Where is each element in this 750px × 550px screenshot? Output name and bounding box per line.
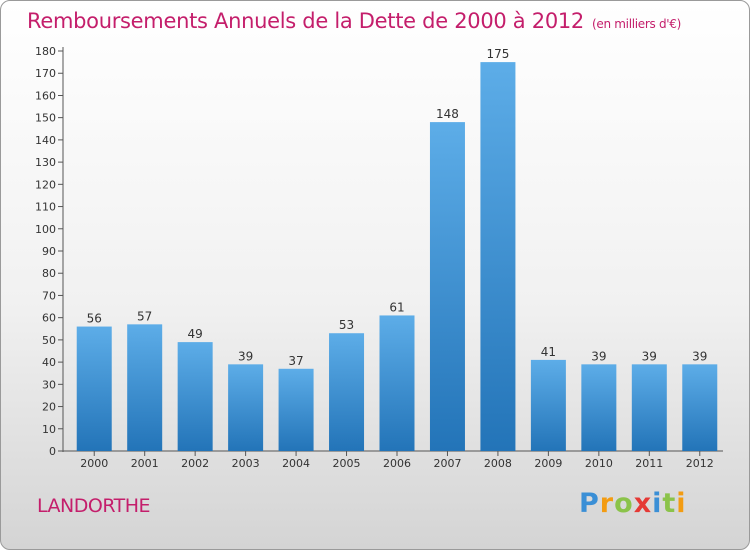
bars <box>76 62 718 451</box>
x-tick-label: 2007 <box>433 457 461 470</box>
axes: 0 10 20 30 40 50 60 70 80 90 100 110 120 130 140 150 160… <box>35 45 723 458</box>
y-tick-label: 60 <box>42 312 56 325</box>
chart-title: Remboursements Annuels de la Dette de 20… <box>27 9 681 33</box>
x-tick-label: 2009 <box>534 457 562 470</box>
x-tick-label: 2004 <box>282 457 310 470</box>
bar-2009 <box>530 359 566 451</box>
data-label: 61 <box>389 300 404 314</box>
y-tick-label: 40 <box>42 356 56 369</box>
logo-letter: x <box>633 488 653 519</box>
data-label: 49 <box>188 327 203 341</box>
bar-2005 <box>329 333 365 451</box>
bar-2004 <box>278 368 314 451</box>
bar-2006 <box>379 315 415 451</box>
logo-letter: i <box>676 488 687 519</box>
logo-letter: i <box>652 488 663 519</box>
x-tick-label: 2010 <box>585 457 613 470</box>
data-label: 37 <box>288 354 303 368</box>
y-tick-label: 80 <box>42 267 56 280</box>
y-tick-label: 170 <box>35 67 56 80</box>
data-label: 39 <box>692 349 707 363</box>
x-tick-label: 2003 <box>232 457 260 470</box>
data-label: 41 <box>541 345 556 359</box>
data-label: 39 <box>642 349 657 363</box>
bar-2011 <box>631 364 667 451</box>
bar-2012 <box>682 364 718 451</box>
y-tick-label: 0 <box>49 445 56 458</box>
x-tick-label: 2002 <box>181 457 209 470</box>
y-tick-label: 100 <box>35 223 56 236</box>
y-tick-label: 110 <box>35 201 56 214</box>
y-tick-label: 10 <box>42 423 56 436</box>
proxiti-logo: Proxiti <box>579 488 687 519</box>
data-label: 56 <box>87 312 102 326</box>
y-tick-label: 70 <box>42 289 56 302</box>
x-tick-label: 2012 <box>686 457 714 470</box>
y-tick-label: 50 <box>42 334 56 347</box>
logo-letter: P <box>579 488 600 519</box>
logo-letter: o <box>614 488 634 519</box>
data-label: 148 <box>436 107 459 121</box>
bar-2008 <box>480 62 516 451</box>
commune-name: LANDORTHE <box>37 495 151 517</box>
y-tick-label: 20 <box>42 401 56 414</box>
y-tick-label: 30 <box>42 378 56 391</box>
title-unit: (en milliers d'€) <box>592 17 682 31</box>
data-label: 175 <box>486 47 509 61</box>
labels: 2000 56 2001 57 2002 49 2003 39 2004 37 2005 53 2006… <box>80 47 714 470</box>
bar-2002 <box>177 342 213 451</box>
y-tick-label: 130 <box>35 156 56 169</box>
y-tick-label: 140 <box>35 134 56 147</box>
y-tick-label: 120 <box>35 178 56 191</box>
bar-2000 <box>76 326 112 451</box>
bar-2001 <box>127 324 163 451</box>
x-tick-label: 2005 <box>333 457 361 470</box>
x-tick-label: 2000 <box>80 457 108 470</box>
bar-2010 <box>581 364 617 451</box>
y-tick-label: 160 <box>35 89 56 102</box>
logo-letter: t <box>662 488 677 519</box>
logo-letter: r <box>599 488 615 519</box>
data-label: 39 <box>591 349 606 363</box>
x-tick-label: 2011 <box>635 457 663 470</box>
x-tick-label: 2008 <box>484 457 512 470</box>
y-tick-label: 150 <box>35 112 56 125</box>
x-tick-label: 2006 <box>383 457 411 470</box>
x-tick-label: 2001 <box>131 457 159 470</box>
bar-2003 <box>228 364 264 451</box>
data-label: 53 <box>339 318 354 332</box>
title-text: Remboursements Annuels de la Dette de 20… <box>27 9 584 33</box>
data-label: 39 <box>238 349 253 363</box>
bar-2007 <box>429 122 465 451</box>
y-tick-label: 180 <box>35 45 56 58</box>
y-tick-label: 90 <box>42 245 56 258</box>
data-label: 57 <box>137 309 152 323</box>
